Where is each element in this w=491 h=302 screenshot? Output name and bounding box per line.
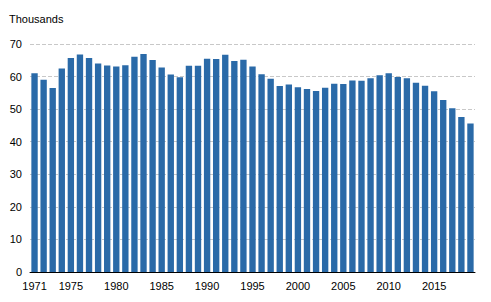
- svg-text:2010: 2010: [376, 280, 400, 292]
- svg-text:2015: 2015: [422, 280, 446, 292]
- svg-text:1995: 1995: [240, 280, 264, 292]
- svg-text:20: 20: [10, 201, 22, 213]
- svg-text:1980: 1980: [104, 280, 128, 292]
- svg-text:50: 50: [10, 103, 22, 115]
- svg-text:1975: 1975: [59, 280, 83, 292]
- svg-text:30: 30: [10, 168, 22, 180]
- svg-text:Thousands: Thousands: [9, 13, 64, 25]
- svg-text:1990: 1990: [195, 280, 219, 292]
- svg-text:40: 40: [10, 136, 22, 148]
- svg-text:1985: 1985: [149, 280, 173, 292]
- svg-text:0: 0: [16, 266, 22, 278]
- svg-text:60: 60: [10, 71, 22, 83]
- svg-text:2005: 2005: [331, 280, 355, 292]
- svg-text:1971: 1971: [22, 280, 46, 292]
- svg-text:2000: 2000: [286, 280, 310, 292]
- svg-text:10: 10: [10, 233, 22, 245]
- svg-text:70: 70: [10, 38, 22, 50]
